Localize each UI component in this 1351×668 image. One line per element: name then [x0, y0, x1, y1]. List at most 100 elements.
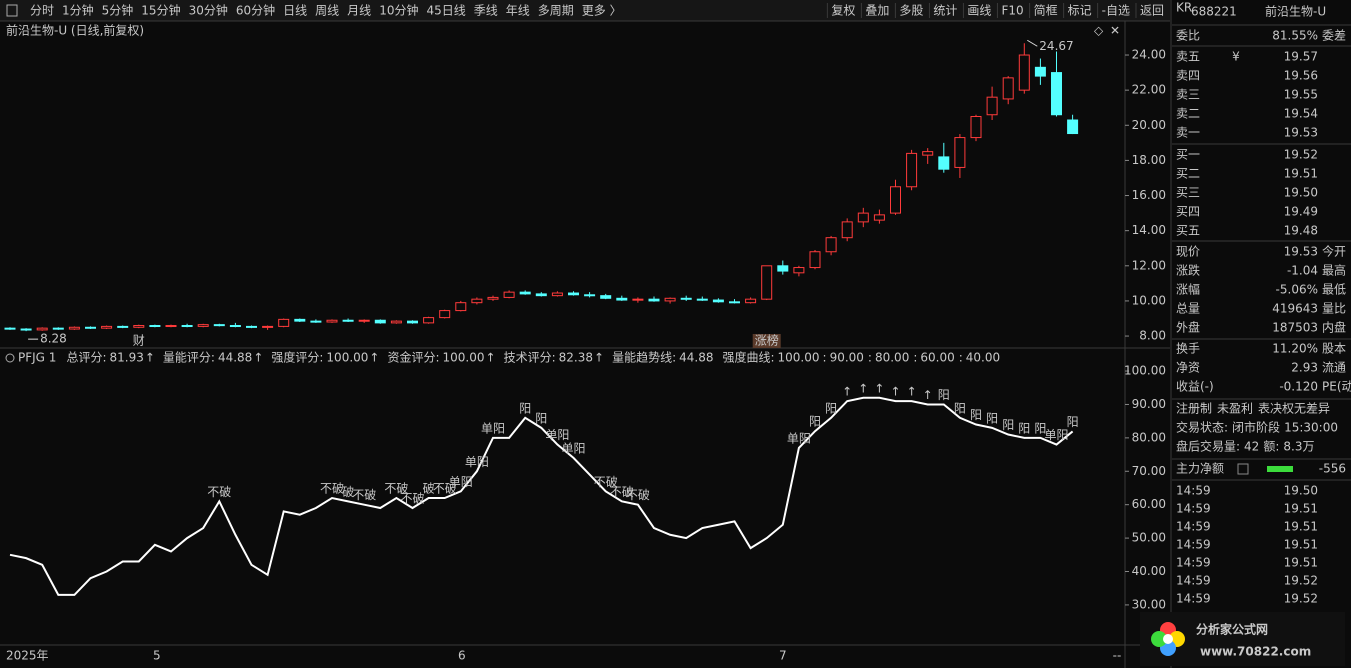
- flow-icon: [1237, 463, 1249, 475]
- candle-body: [584, 294, 596, 297]
- period-tab[interactable]: 年线: [506, 4, 530, 18]
- candle-body: [455, 302, 467, 312]
- trade-time: 14:59: [1176, 592, 1211, 606]
- trade-time: 14:59: [1176, 484, 1211, 498]
- trade-price: 19.52: [1284, 592, 1318, 606]
- toolbar-button[interactable]: F10: [1001, 4, 1023, 18]
- toolbar-button[interactable]: 标记: [1068, 4, 1092, 18]
- candle-body: [503, 291, 515, 298]
- stock-tag: 未盈利: [1217, 402, 1253, 416]
- signal-label: 单阳: [545, 428, 569, 442]
- x-tick-label: 5: [153, 649, 161, 663]
- metric-label: 强度曲线:: [722, 350, 774, 365]
- candle-body: [1002, 77, 1014, 100]
- toolbar: [0, 0, 1170, 21]
- event-label: 涨榜: [755, 333, 779, 348]
- signal-label: 阳: [938, 388, 950, 402]
- period-tab[interactable]: 15分钟: [141, 3, 180, 18]
- logo-name: 分析家公式网: [1196, 622, 1268, 637]
- signal-label: 不破: [626, 487, 650, 502]
- toolbar-button[interactable]: 画线: [967, 4, 991, 18]
- period-tab[interactable]: 更多 〉: [582, 4, 622, 18]
- status-text: 交易状态:: [1176, 420, 1228, 435]
- candle-body: [358, 319, 370, 322]
- period-tab[interactable]: 分时: [30, 4, 54, 18]
- y-tick-label: 30.00: [1132, 597, 1166, 611]
- level-separator: :: [913, 351, 917, 365]
- period-tab[interactable]: 45日线: [426, 4, 465, 18]
- period-tab[interactable]: 月线: [347, 4, 371, 18]
- level-value: 40.00: [966, 351, 1000, 365]
- candle-body: [487, 296, 499, 300]
- metric-label: 强度评分:: [271, 350, 323, 365]
- stat-value: 419643: [1272, 302, 1318, 316]
- bid-label: 买五: [1176, 224, 1200, 238]
- status-text: 闭市阶段: [1232, 420, 1280, 435]
- candle-body: [1018, 54, 1030, 91]
- candle-body: [101, 325, 113, 329]
- period-tab[interactable]: 日线: [283, 4, 307, 18]
- signal-label: 单阳: [1044, 428, 1068, 442]
- signal-label: 阳: [519, 401, 531, 415]
- period-tab[interactable]: 周线: [315, 4, 339, 18]
- candle-body: [906, 152, 918, 188]
- bid-price: 19.48: [1284, 224, 1318, 238]
- candle-body: [600, 295, 612, 299]
- stat-value: 11.20%: [1272, 342, 1318, 356]
- y-tick-label: 20.00: [1132, 118, 1166, 132]
- y-tick-label: 50.00: [1132, 531, 1166, 545]
- signal-label: 不破: [433, 481, 457, 496]
- signal-label: 不破: [400, 491, 424, 506]
- toolbar-button[interactable]: 简框: [1034, 4, 1058, 18]
- signal-label: 阳: [970, 408, 982, 422]
- candle-body: [294, 318, 306, 322]
- bid-price: 19.50: [1284, 186, 1318, 200]
- signal-label: 不破: [610, 484, 634, 499]
- signal-label: 破: [342, 484, 354, 499]
- trade-time: 14:59: [1176, 538, 1211, 552]
- toolbar-button[interactable]: 叠加: [865, 4, 889, 18]
- trade-time: 14:59: [1176, 574, 1211, 588]
- period-tab[interactable]: 多周期: [538, 4, 574, 18]
- metric-label: 技术评分:: [504, 351, 556, 365]
- candle-body: [4, 327, 16, 330]
- metric-value: 100.00: [443, 351, 485, 365]
- candle-body: [1034, 66, 1046, 77]
- period-tab[interactable]: 30分钟: [189, 3, 228, 18]
- trade-time: 14:59: [1176, 502, 1211, 516]
- signal-label: 单阳: [465, 455, 489, 469]
- after-hours-text: 42: [1244, 440, 1259, 454]
- period-tab[interactable]: 60分钟: [236, 3, 275, 18]
- level-value: 80.00: [875, 351, 909, 365]
- logo-url: www.70822.com: [1200, 645, 1311, 659]
- toolbar-icon[interactable]: [6, 4, 18, 17]
- logo-petal: [1151, 631, 1167, 647]
- chart-option-icon[interactable]: ◇: [1094, 24, 1104, 38]
- signal-label: 单阳: [449, 475, 473, 489]
- period-tab[interactable]: 5分钟: [102, 3, 134, 18]
- chart-close-icon[interactable]: ✕: [1110, 24, 1120, 38]
- candle-body: [197, 324, 209, 327]
- toolbar-button[interactable]: -自选: [1102, 4, 1130, 18]
- signal-label: ↑: [923, 388, 933, 402]
- toolbar-button[interactable]: 复权: [831, 4, 855, 18]
- candle-body: [680, 297, 692, 300]
- marker-arrow: [1027, 39, 1038, 47]
- period-tab[interactable]: 1分钟: [62, 3, 94, 18]
- signal-label: ↑: [907, 385, 917, 399]
- toolbar-button[interactable]: 返回: [1140, 4, 1164, 18]
- candle-body: [938, 156, 950, 170]
- candle-body: [551, 292, 563, 297]
- toolbar-button[interactable]: 多股: [899, 4, 923, 18]
- toolbar-button[interactable]: 统计: [933, 4, 957, 18]
- period-tab[interactable]: 季线: [474, 4, 498, 18]
- candle-body: [793, 267, 805, 274]
- candle-body: [986, 96, 998, 116]
- stat-label: 涨跌: [1176, 263, 1200, 278]
- bid-price: 19.51: [1284, 167, 1318, 181]
- period-tab[interactable]: 10分钟: [379, 3, 418, 18]
- metric-label: 总评分:: [66, 351, 106, 365]
- event-label: 财: [133, 334, 145, 348]
- candle-body: [20, 328, 32, 331]
- stat-label: 换手: [1176, 342, 1200, 356]
